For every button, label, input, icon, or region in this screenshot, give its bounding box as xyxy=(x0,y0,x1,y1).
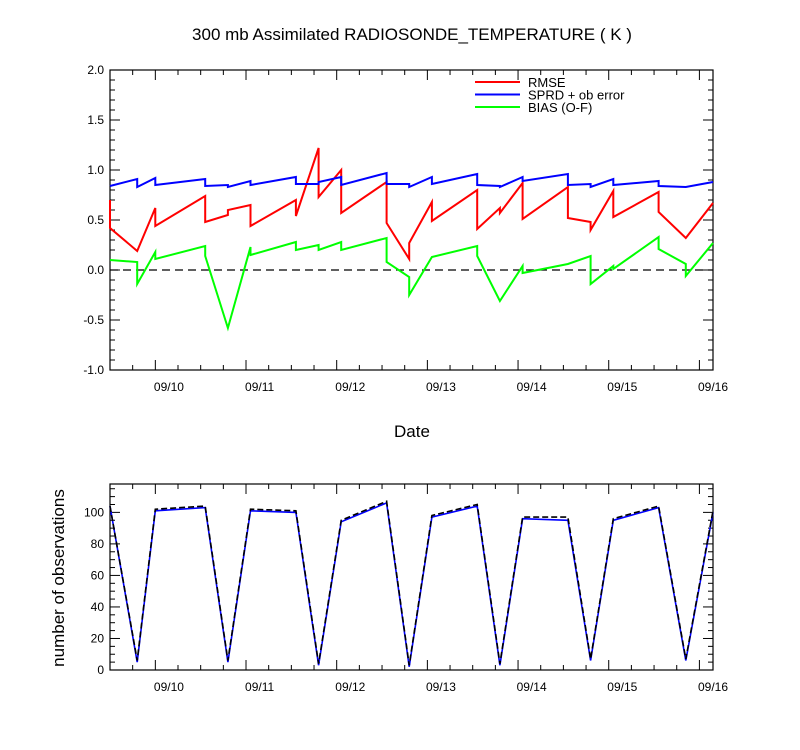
x-tick-label: 09/16 xyxy=(698,380,728,394)
legend-label: BIAS (O-F) xyxy=(528,100,592,115)
x-tick-label: 09/15 xyxy=(607,380,637,394)
x-tick-label: 09/10 xyxy=(154,380,184,394)
y-ticks: 0 20 40 60 80 100 xyxy=(84,488,713,677)
series-line-rmse xyxy=(109,147,714,263)
y-tick-label: 100 xyxy=(84,505,104,519)
x-tick-label: 09/11 xyxy=(245,380,274,394)
y-tick-label: 40 xyxy=(91,600,105,614)
x-tick-label: 09/11 xyxy=(245,680,274,694)
series-line-series-1 xyxy=(109,500,714,666)
series-line-sprd-ob-error xyxy=(109,171,714,189)
legend-label: SPRD + ob error xyxy=(528,88,625,103)
y-tick-label: 0.5 xyxy=(87,213,104,227)
y-tick-label: 0.0 xyxy=(87,263,104,277)
series-line-bias-o-f xyxy=(109,235,714,332)
x-tick-label: 09/13 xyxy=(426,680,456,694)
x-tick-label: 09/12 xyxy=(335,380,365,394)
y-tick-label: 60 xyxy=(91,568,105,582)
legend-label: RMSE xyxy=(528,75,566,90)
x-tick-label: 09/14 xyxy=(517,680,547,694)
y-tick-label: 2.0 xyxy=(87,63,104,77)
x-tick-label: 09/16 xyxy=(698,680,728,694)
x-tick-label: 09/13 xyxy=(426,380,456,394)
y-axis-title-observations: number of observations xyxy=(49,489,68,667)
y-tick-label: 80 xyxy=(91,537,105,551)
x-tick-label: 09/12 xyxy=(335,680,365,694)
x-tick-label: 09/14 xyxy=(517,380,547,394)
x-axis-title: Date xyxy=(394,422,430,441)
plot-frame xyxy=(109,69,714,371)
y-tick-label: 20 xyxy=(91,631,105,645)
x-tick-label: 09/15 xyxy=(607,680,637,694)
y-tick-label: -0.5 xyxy=(83,313,104,327)
x-ticks: 09/10 09/11 09/12 09/13 09/14 09/15 09/16 xyxy=(109,70,728,394)
plot-frame xyxy=(109,483,714,671)
x-ticks: 09/10 09/11 09/12 09/13 09/14 09/15 09/16 xyxy=(109,484,728,694)
y-tick-label: -1.0 xyxy=(83,363,104,377)
y-tick-label: 1.0 xyxy=(87,163,104,177)
series-line-series-0 xyxy=(109,501,714,667)
x-tick-label: 09/10 xyxy=(154,680,184,694)
bottom-plot: 09/10 09/11 09/12 09/13 09/14 09/15 09/16 0 20 40… xyxy=(84,483,728,694)
chart-title: 300 mb Assimilated RADIOSONDE_TEMPERATUR… xyxy=(192,25,632,44)
y-tick-label: 0 xyxy=(97,663,104,677)
y-ticks: -1.0 -0.5 0.0 0.5 1.0 1.5 2.0 xyxy=(83,63,713,377)
top-plot: 09/10 09/11 09/12 09/13 09/14 09/15 09/16-1.0-… xyxy=(83,63,728,394)
y-tick-label: 1.5 xyxy=(87,113,104,127)
